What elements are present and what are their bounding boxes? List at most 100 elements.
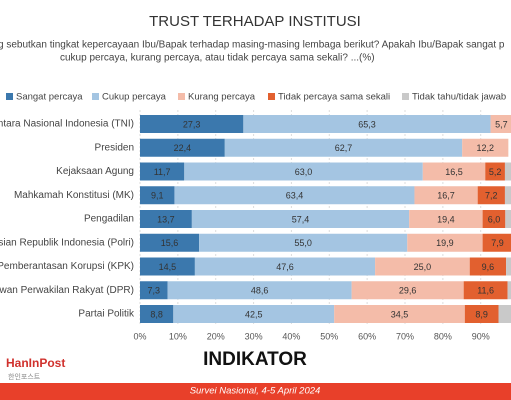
bar-segment	[504, 162, 511, 181]
legend-swatch	[6, 93, 13, 100]
legend-label: Tidak tahu/tidak jawab	[412, 92, 506, 103]
x-tick-label: 20%	[207, 331, 225, 341]
bar-segment	[498, 305, 511, 323]
bar-segment	[462, 138, 509, 157]
bar-segment	[422, 162, 486, 181]
value-label: 11,6	[477, 286, 494, 296]
bar-segment	[140, 138, 225, 157]
plot: 27,3 65,3 5,7 22,4 62,7 12,2 11,7 63,0 16,5 5,2 9,…	[140, 115, 511, 323]
value-label: 16,5	[445, 167, 463, 177]
bar-segment	[140, 162, 185, 181]
y-tick-label: Presiden	[95, 142, 134, 153]
x-tick-label: 0%	[133, 331, 146, 341]
bar-segment	[409, 210, 483, 228]
value-label: 34,5	[391, 309, 409, 319]
x-tick-label: 50%	[320, 331, 338, 341]
bar-segment	[224, 138, 463, 157]
logo: INDIKATOR	[203, 349, 307, 370]
value-label: 12,2	[476, 143, 494, 153]
value-label: 55,0	[294, 238, 312, 248]
value-label: 16,7	[437, 191, 455, 201]
value-label: 15,6	[161, 238, 179, 248]
bar-segment	[184, 162, 423, 181]
value-label: 9,1	[151, 191, 164, 201]
value-label: 13,7	[157, 214, 175, 224]
footer-note: Survei Nasional, 4-5 April 2024	[190, 386, 321, 397]
value-label: 11,7	[154, 167, 171, 177]
value-label: 48,6	[251, 286, 269, 296]
subtitle: g sebutkan tingkat kepercayaan Ibu/Bapak…	[0, 40, 505, 51]
bar-segment	[477, 186, 505, 205]
bar-segment	[243, 115, 491, 133]
y-tick-label: entara Nasional Indonesia (TNI)	[0, 119, 134, 130]
bar-segment	[414, 186, 478, 205]
value-label: 5,7	[495, 119, 508, 129]
value-label: 19,4	[437, 214, 455, 224]
bar-segment	[505, 210, 511, 228]
x-tick-label: 60%	[358, 331, 376, 341]
value-label: 62,7	[335, 143, 353, 153]
y-tick-label: Kejaksaan Agung	[56, 166, 134, 177]
bar-segment	[199, 233, 408, 252]
y-tick-label: Mahkamah Konstitusi (MK)	[14, 190, 134, 201]
value-label: 65,3	[358, 119, 376, 129]
value-label: 7,3	[148, 286, 161, 296]
legend-label: Kurang percaya	[188, 92, 256, 103]
brand-sub: 한인포스트	[8, 372, 41, 381]
y-tick-label: Pengadilan	[84, 214, 134, 225]
bar-segment	[375, 257, 470, 276]
legend-label: Sangat percaya	[16, 92, 83, 103]
bar-segment	[482, 233, 511, 252]
subtitle: cukup percaya, kurang percaya, atau tida…	[60, 53, 375, 64]
legend-swatch	[268, 93, 275, 100]
bar-segment	[482, 210, 506, 228]
y-tick-label: ewan Perwakilan Rakyat (DPR)	[0, 285, 134, 296]
bar-segment	[464, 305, 499, 323]
bar-segment	[334, 305, 465, 323]
value-label: 47,6	[276, 262, 294, 272]
bar-segment	[174, 186, 415, 205]
value-label: 14,5	[159, 262, 177, 272]
bar-segment	[140, 281, 168, 300]
value-label: 29,6	[399, 286, 417, 296]
bar-segment	[469, 257, 507, 276]
legend-swatch	[402, 93, 409, 100]
x-tick-label: 80%	[434, 331, 452, 341]
legend-label: Cukup percaya	[102, 92, 167, 103]
value-label: 5,2	[489, 167, 502, 177]
bar-segment	[506, 257, 511, 276]
bar-segment	[140, 257, 195, 276]
bar-segment	[191, 210, 410, 228]
bar-segment	[173, 305, 335, 323]
bar-segment	[194, 257, 376, 276]
value-label: 57,4	[292, 214, 310, 224]
value-label: 9,6	[482, 262, 495, 272]
brand: HanInPost	[6, 356, 65, 370]
x-tick-label: 30%	[245, 331, 263, 341]
bar-segment	[351, 281, 464, 300]
y-tick-label: olisian Republik Indonesia (Polri)	[0, 237, 134, 248]
bar-segment	[140, 233, 200, 252]
bar-segment	[407, 233, 483, 252]
y-tick-label: Partai Politik	[78, 309, 135, 320]
footer-band	[0, 383, 511, 400]
x-tick-label: 40%	[282, 331, 300, 341]
value-label: 22,4	[174, 143, 192, 153]
value-label: 27,3	[183, 119, 201, 129]
legend-swatch	[92, 93, 99, 100]
value-label: 19,9	[436, 238, 454, 248]
bar-segment	[140, 305, 174, 323]
value-label: 6,0	[488, 214, 501, 224]
bar-segment	[140, 210, 192, 228]
bar-segment	[140, 115, 244, 133]
bar-segment	[167, 281, 352, 300]
bar-segment	[504, 186, 511, 205]
bar-segment	[463, 281, 508, 300]
legend-label: Tidak percaya sama sekali	[278, 92, 390, 103]
x-tick-label: 90%	[472, 331, 490, 341]
value-label: 63,4	[286, 191, 304, 201]
bar-segment	[485, 162, 505, 181]
legend-swatch	[178, 93, 185, 100]
bar-segment	[140, 186, 175, 205]
